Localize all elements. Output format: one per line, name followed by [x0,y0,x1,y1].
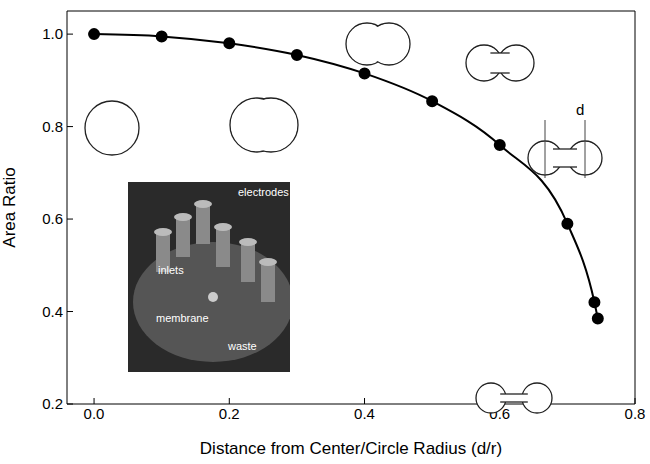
svg-text:0.2: 0.2 [42,395,63,412]
svg-text:0.2: 0.2 [219,405,240,422]
svg-text:membrane: membrane [156,312,209,324]
svg-text:electrodes: electrodes [238,186,289,198]
svg-text:0.4: 0.4 [42,303,63,320]
svg-text:0.0: 0.0 [84,405,105,422]
svg-text:0.6: 0.6 [489,405,510,422]
svg-text:0.8: 0.8 [42,118,63,135]
svg-text:Area Ratio: Area Ratio [0,167,19,247]
svg-text:inlets: inlets [158,264,184,276]
svg-text:d: d [576,101,584,118]
svg-text:0.4: 0.4 [354,405,375,422]
svg-text:1.0: 1.0 [42,25,63,42]
svg-text:Distance from Center/Circle Ra: Distance from Center/Circle Radius (d/r) [200,439,502,458]
svg-text:0.6: 0.6 [42,210,63,227]
svg-text:0.8: 0.8 [625,405,646,422]
svg-text:waste: waste [227,340,257,352]
